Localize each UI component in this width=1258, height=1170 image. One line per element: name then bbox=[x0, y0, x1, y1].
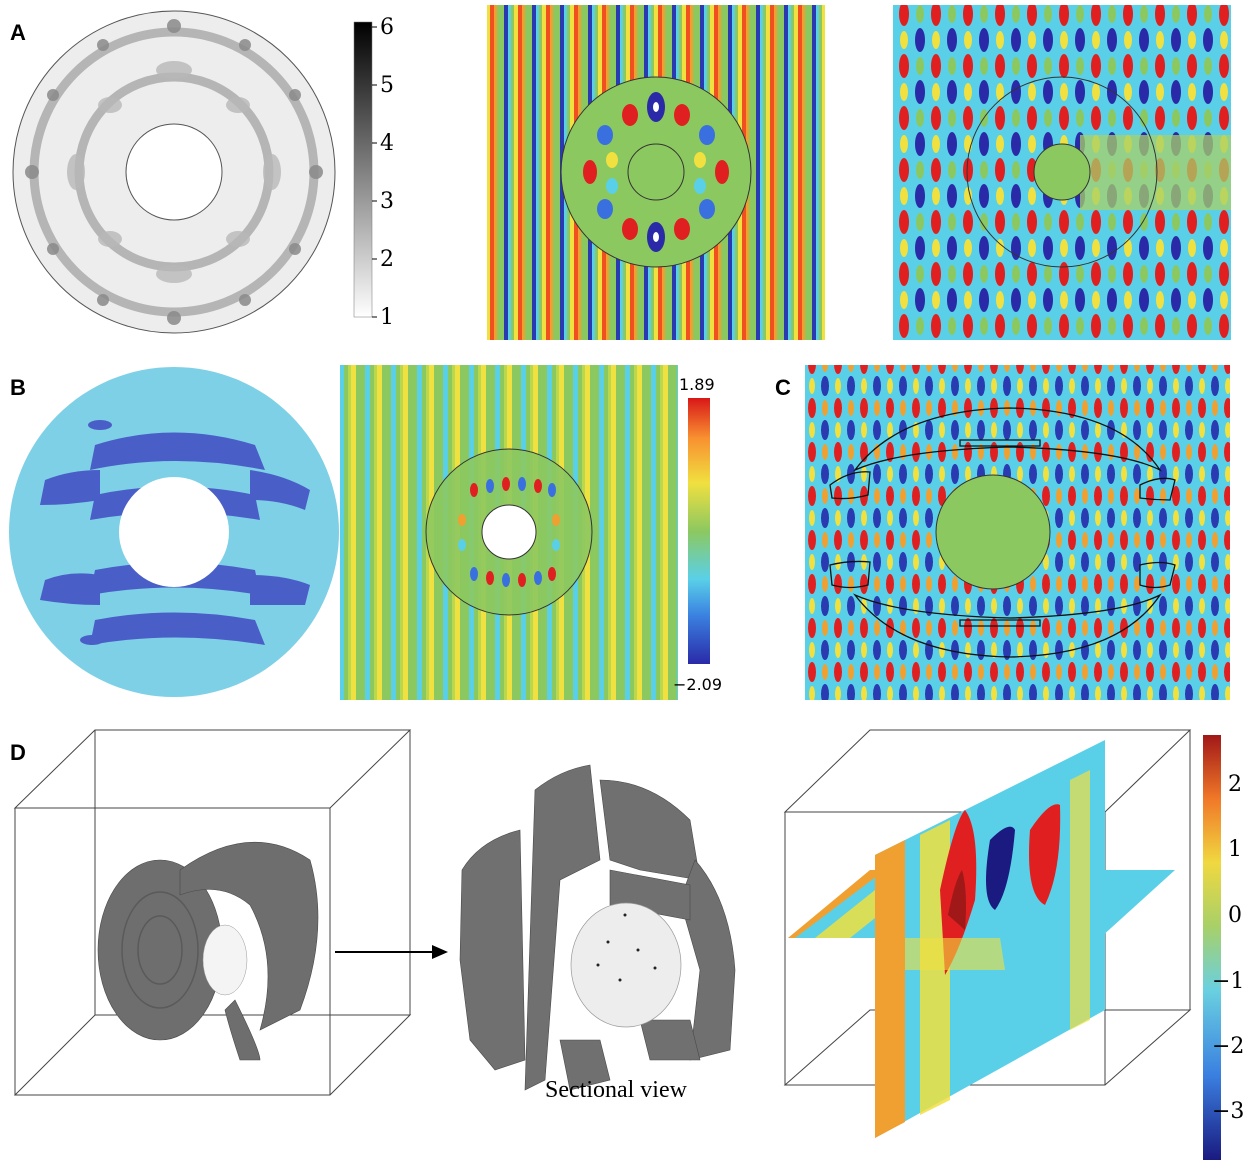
panel-label-c: C bbox=[775, 375, 791, 400]
colorbar-gray: 6 5 4 3 2 1 bbox=[353, 15, 394, 330]
panel-label-a: A bbox=[10, 20, 26, 45]
colorbar-jet-d: 2 1 0 −1 −2 −3 bbox=[1203, 735, 1244, 1160]
gray-tick-5: 5 bbox=[380, 73, 394, 98]
d-tick-minus2: −2 bbox=[1212, 1034, 1244, 1059]
colorbar-b-min: −2.09 bbox=[673, 675, 722, 694]
field-3d-slices bbox=[783, 729, 1192, 1138]
voxel-cloak-box bbox=[13, 729, 412, 1096]
field-plot-c bbox=[805, 365, 1230, 700]
field-plot-b bbox=[340, 365, 678, 700]
colorbar-b-max: 1.89 bbox=[679, 375, 715, 394]
annulus-gray-plot bbox=[12, 10, 336, 334]
panel-label-b: B bbox=[10, 375, 26, 400]
d-tick-1: 1 bbox=[1228, 837, 1242, 862]
field-plot-a-cloaked bbox=[487, 5, 825, 340]
gray-tick-4: 4 bbox=[380, 131, 394, 156]
gray-tick-2: 2 bbox=[380, 247, 394, 272]
sectional-view-caption: Sectional view bbox=[545, 1077, 688, 1103]
gray-tick-3: 3 bbox=[380, 189, 394, 214]
d-tick-minus3: −3 bbox=[1212, 1099, 1244, 1124]
gray-tick-1: 1 bbox=[380, 305, 394, 330]
arrow-to-sectional-view bbox=[335, 945, 448, 959]
cloak-material-map bbox=[9, 367, 339, 697]
voxel-cloak-sectional: Sectional view bbox=[459, 764, 736, 1103]
panel-label-d: D bbox=[10, 740, 26, 765]
d-tick-0: 0 bbox=[1228, 903, 1242, 928]
gray-tick-6: 6 bbox=[380, 15, 394, 40]
field-plot-a-uncloaked bbox=[893, 5, 1231, 340]
d-tick-minus1: −1 bbox=[1212, 969, 1244, 994]
d-tick-2: 2 bbox=[1228, 772, 1242, 797]
colorbar-jet-b: 1.89 −2.09 bbox=[673, 375, 722, 694]
